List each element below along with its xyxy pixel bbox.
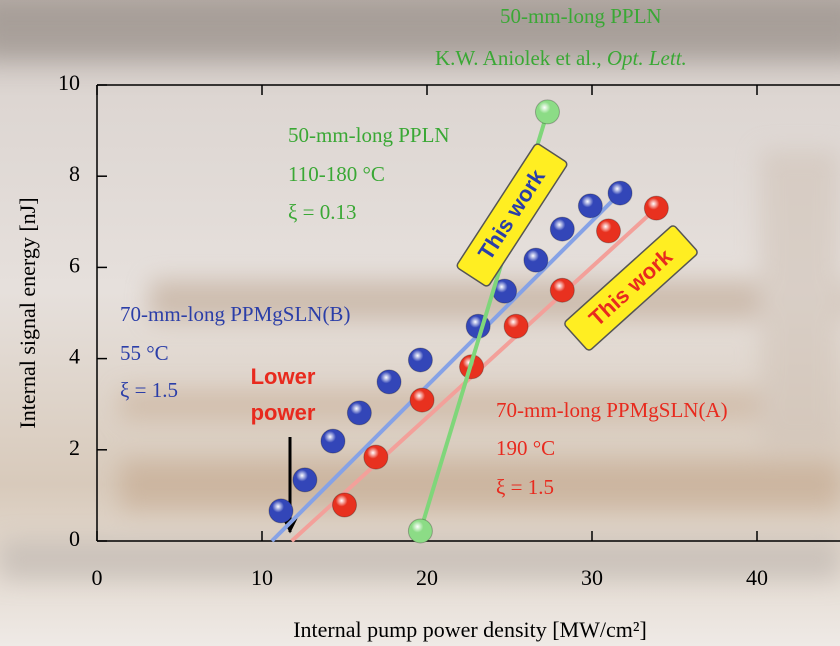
data-point [577, 193, 603, 219]
y-tick-label: 2 [69, 435, 80, 460]
x-tick-label: 30 [581, 565, 603, 590]
axes [96, 84, 840, 542]
data-point [596, 218, 621, 244]
annotation: ξ = 1.5 [496, 475, 554, 499]
annotation: 70-mm-long PPMgSLN(A) [496, 398, 728, 422]
data-point [292, 467, 318, 493]
green-note: 50-mm-long PPLN 110-180 °C ξ = 0.13 [288, 123, 450, 224]
data-point [503, 313, 529, 339]
reference-note: 50-mm-long PPLN K.W. Aniolek et al., Opt… [435, 4, 687, 70]
data-point [407, 347, 433, 373]
badge [564, 225, 698, 351]
red-note: 70-mm-long PPMgSLN(A) 190 °C ξ = 1.5 [496, 398, 728, 499]
data-point [346, 400, 372, 426]
annotation: Opt. Lett. [607, 46, 687, 70]
data-point [332, 492, 357, 518]
annotation: K.W. Aniolek et al., Opt. Lett. [435, 46, 687, 70]
badge [456, 143, 568, 287]
y-tick-label: 0 [69, 526, 80, 551]
x-axis-label: Internal pump power density [MW/cm²] [293, 617, 647, 642]
data-point [534, 99, 560, 125]
data-point [409, 387, 435, 413]
data-point [643, 195, 669, 221]
x-tick-label: 20 [416, 565, 438, 590]
annotation: 70-mm-long PPMgSLN(B) [120, 302, 350, 326]
annotation: ξ = 0.13 [288, 200, 356, 224]
annotation: 50-mm-long PPLN [288, 123, 450, 147]
x-tick-label: 0 [92, 565, 103, 590]
annotation: Lower [251, 364, 316, 389]
y-axis-label: Internal signal energy [nJ] [15, 197, 40, 428]
lower-power-note: Lower power [251, 364, 316, 425]
annotation: power [251, 400, 316, 425]
annotation: 190 °C [496, 436, 555, 460]
y-tick-label: 6 [69, 252, 80, 277]
plot-area [268, 99, 669, 544]
x-tick-label: 10 [251, 565, 273, 590]
data-point [268, 498, 294, 524]
annotation: ξ = 1.5 [120, 378, 178, 402]
annotation: 110-180 °C [288, 162, 385, 186]
y-tick-label: 10 [58, 70, 80, 95]
y-tick-label: 8 [69, 161, 80, 186]
data-point [549, 277, 575, 303]
data-point [607, 180, 633, 206]
data-point [376, 369, 402, 395]
data-point [549, 216, 575, 242]
annotation: 50-mm-long PPLN [500, 4, 662, 28]
x-tick-label: 40 [746, 565, 768, 590]
annotation: 55 °C [120, 341, 169, 365]
annotation: K.W. Aniolek et al., [435, 46, 602, 70]
data-point [363, 444, 389, 470]
blue-note: 70-mm-long PPMgSLN(B) 55 °C ξ = 1.5 [120, 302, 350, 402]
data-point [523, 247, 549, 273]
y-tick-label: 4 [69, 344, 80, 369]
data-point [407, 518, 433, 544]
fit-line [270, 191, 622, 543]
data-point [320, 428, 346, 454]
